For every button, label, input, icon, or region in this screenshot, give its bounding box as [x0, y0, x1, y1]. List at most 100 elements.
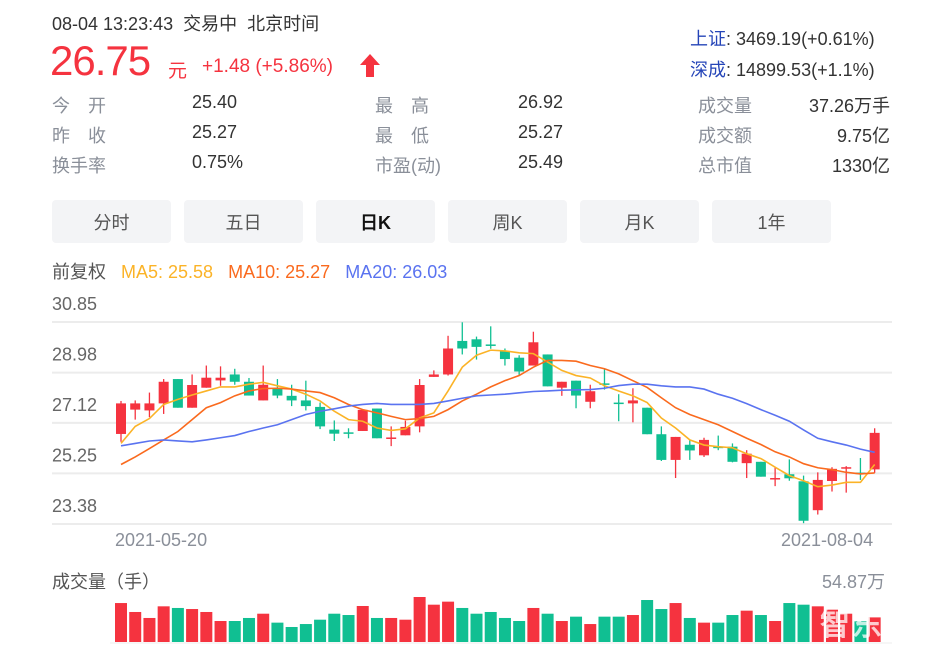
price-unit: 元 — [168, 61, 188, 82]
stat-label: 今 开 — [52, 96, 106, 116]
timezone: 北京时间 — [247, 14, 320, 34]
volume-bar — [527, 607, 540, 642]
x-end-label: 2021-08-04 — [781, 530, 874, 550]
candle-body — [116, 403, 126, 434]
candle-body — [428, 374, 439, 377]
stat-value: 1330亿 — [831, 156, 890, 176]
candle-body — [386, 437, 397, 439]
tab-2[interactable]: 日K — [316, 200, 435, 243]
kline-chart[interactable]: 30.85 28.98 27.12 25.25 23.38 — [0, 280, 951, 659]
index-value: : 3469.19(+0.61%) — [726, 29, 875, 49]
index-sh[interactable]: 上证: 3469.19(+0.61%) — [690, 25, 875, 51]
stat-label: 成交额 — [698, 126, 752, 146]
tab-5[interactable]: 1年 — [712, 200, 831, 243]
index-value: : 14899.53(+1.1%) — [726, 60, 875, 80]
volume-bar — [413, 597, 426, 642]
candle-body — [187, 385, 198, 408]
candle-body — [329, 429, 340, 434]
volume-bar — [200, 611, 213, 642]
stat-value: 26.92 — [518, 92, 564, 112]
volume-bar — [868, 617, 881, 642]
ma10-value: MA10: 25.27 — [228, 262, 331, 282]
adjust-mode[interactable]: 前复权 — [52, 262, 106, 282]
index-name[interactable]: 深成 — [690, 60, 726, 80]
volume-bar — [740, 610, 753, 642]
volume-bar — [356, 605, 369, 642]
index-name[interactable]: 上证 — [690, 29, 726, 49]
candle-body — [371, 408, 382, 439]
stat-label: 换手率 — [52, 156, 106, 176]
stat-value: 37.26万手 — [808, 96, 890, 116]
candle-body — [343, 432, 354, 434]
volume-bar — [598, 616, 611, 642]
volume-bar — [570, 616, 583, 642]
candle-body — [571, 380, 582, 396]
candle-body — [243, 381, 254, 396]
volume-bar — [840, 613, 853, 642]
volume-bar — [157, 606, 170, 642]
candle-body — [172, 379, 183, 408]
candle-body — [741, 453, 752, 464]
arrow-up-icon — [360, 54, 380, 77]
x-start-label: 2021-05-20 — [115, 530, 208, 550]
stat-value: 9.75亿 — [836, 126, 890, 146]
stat-value: 25.49 — [518, 152, 564, 172]
tab-4[interactable]: 月K — [580, 200, 699, 243]
candle-body — [457, 340, 468, 349]
ma-legend: 前复权 MA5: 25.58 MA10: 25.27 MA20: 26.03 — [52, 258, 447, 284]
volume-bar — [427, 604, 440, 642]
stat-label: 市盈(动) — [375, 156, 441, 176]
candle-body — [258, 384, 269, 401]
candle-body — [443, 348, 454, 375]
tab-0[interactable]: 分时 — [52, 200, 171, 243]
candle-body — [642, 407, 653, 435]
stat-label: 最 低 — [375, 126, 429, 146]
volume-bar — [683, 617, 696, 642]
volume-bar — [271, 622, 284, 642]
stat-label: 成交量 — [698, 96, 752, 116]
candle-body — [684, 444, 695, 451]
volume-bar — [342, 615, 355, 642]
volume-bar — [513, 621, 526, 642]
candle-body — [400, 426, 411, 436]
stat-value: 25.27 — [518, 122, 564, 142]
tab-1[interactable]: 五日 — [184, 200, 303, 243]
tab-3[interactable]: 周K — [448, 200, 567, 243]
index-sz[interactable]: 深成: 14899.53(+1.1%) — [690, 56, 875, 82]
volume-bar — [328, 613, 341, 642]
candle-body — [556, 381, 567, 388]
candle-body — [414, 385, 425, 427]
volume-bar — [669, 603, 682, 642]
volume-label: 成交量（手） — [52, 572, 160, 592]
volume-bar — [641, 600, 654, 642]
y-tick-label: 27.12 — [52, 395, 97, 415]
stat-value: 0.75% — [192, 152, 244, 172]
stat-label: 总市值 — [698, 156, 752, 176]
volume-bar — [385, 617, 398, 642]
volume-bar — [626, 615, 639, 642]
candle-body — [499, 350, 510, 360]
volume-bar — [442, 601, 455, 642]
quote-time: 08-04 13:23:43 交易中 北京时间 — [52, 10, 319, 36]
ma20-value: MA20: 26.03 — [345, 262, 448, 282]
volume-bar — [143, 617, 156, 642]
volume-bar — [484, 611, 497, 642]
volume-bar — [456, 607, 469, 642]
candle-body — [485, 344, 496, 346]
volume-bar — [811, 606, 824, 642]
volume-bar — [655, 609, 668, 642]
volume-bar — [612, 616, 625, 642]
candle-body — [315, 406, 326, 427]
ma10-line — [120, 359, 875, 475]
volume-bar — [769, 621, 782, 642]
candle-body — [627, 400, 638, 404]
volume-bar — [698, 622, 711, 642]
volume-bar — [129, 611, 142, 642]
volume-bar — [470, 613, 483, 642]
volume-bar — [498, 617, 511, 642]
candle-body — [286, 395, 297, 401]
current-price: 26.75 — [50, 37, 151, 84]
volume-bar — [541, 613, 554, 642]
candle-body — [158, 381, 169, 404]
y-tick-label: 25.25 — [52, 445, 97, 465]
